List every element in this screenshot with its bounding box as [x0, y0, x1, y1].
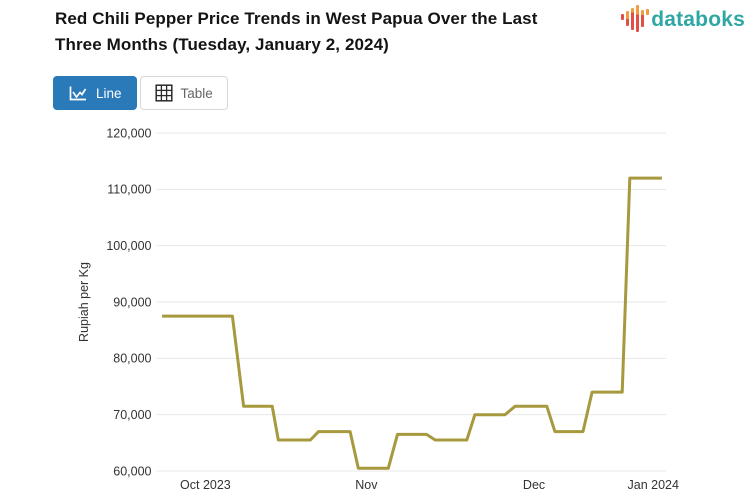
x-tick-label: Nov [355, 478, 378, 492]
logo-bar [646, 9, 650, 15]
price-series-line[interactable] [162, 176, 662, 470]
y-tick-label: 90,000 [113, 295, 151, 309]
logo-bar [621, 14, 625, 20]
logo-bar [631, 8, 635, 30]
logo-bar [636, 5, 640, 32]
x-tick-label: Jan 2024 [628, 478, 679, 492]
view-toggle: Line Table [53, 76, 228, 110]
databoks-logo-text: databoks [651, 8, 745, 31]
line-view-button[interactable]: Line [53, 76, 137, 110]
page-title: Red Chili Pepper Price Trends in West Pa… [55, 9, 538, 54]
y-tick-label: 120,000 [106, 126, 151, 140]
databoks-bars-icon [621, 4, 650, 34]
y-tick-label: 60,000 [113, 464, 151, 478]
logo-bar [641, 10, 645, 27]
y-tick-label: 70,000 [113, 408, 151, 422]
databoks-logo[interactable]: databoks [621, 4, 745, 34]
chart-canvas[interactable]: 60,000 70,000 80,000 90,000 100,000 110,000 12… [0, 120, 753, 498]
y-tick-label: 80,000 [113, 352, 151, 366]
line-chart-icon [68, 85, 88, 102]
y-tick-label: 110,000 [107, 183, 151, 197]
line-view-label: Line [96, 85, 122, 101]
table-view-button[interactable]: Table [139, 76, 228, 110]
table-icon [154, 84, 173, 102]
price-line-chart: 60,000 70,000 80,000 90,000 100,000 110,000 12… [0, 120, 753, 498]
logo-bar [626, 11, 630, 26]
y-tick-label: 100,000 [106, 239, 151, 253]
x-tick-label: Dec [523, 478, 545, 492]
y-axis-title: Rupiah per Kg [77, 262, 91, 342]
x-tick-label: Oct 2023 [180, 478, 231, 492]
table-view-label: Table [180, 85, 213, 101]
